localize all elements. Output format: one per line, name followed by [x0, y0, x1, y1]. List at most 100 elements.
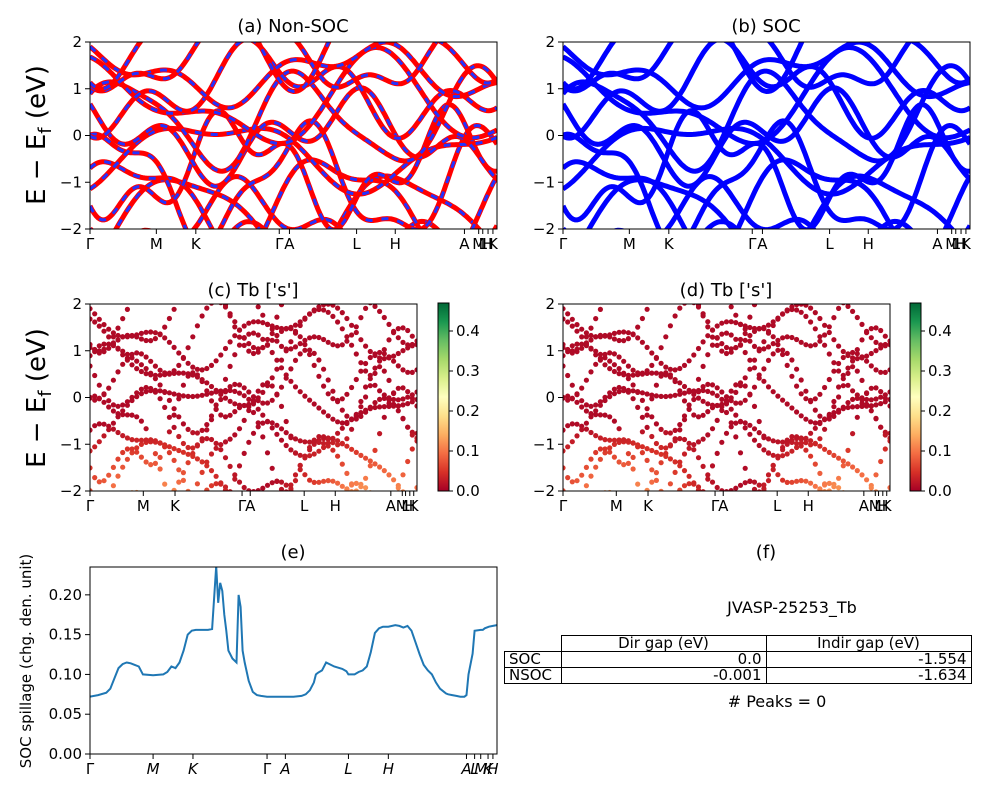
projection-point: [780, 335, 786, 341]
projection-point: [96, 343, 102, 349]
projection-point: [845, 370, 851, 376]
projection-point: [335, 480, 341, 486]
projection-point: [765, 328, 772, 334]
projection-point: [386, 403, 392, 409]
projection-point: [199, 459, 205, 465]
projection-point: [583, 420, 590, 426]
gap-table-cell: -0.001: [560, 667, 767, 684]
projection-point: [733, 420, 739, 426]
projection-point: [681, 451, 688, 457]
projection-point: [278, 304, 285, 308]
projection-point: [372, 304, 378, 309]
projection-point: [765, 478, 772, 484]
projection-point: [377, 308, 383, 314]
projection-point: [826, 449, 832, 455]
projection-point: [171, 424, 177, 430]
projection-point: [330, 416, 336, 422]
projection-point: [250, 409, 257, 416]
projection-point: [236, 463, 243, 469]
projection-point: [728, 319, 734, 325]
projection-point: [92, 444, 98, 450]
projection-point: [563, 427, 566, 433]
projection-point: [307, 351, 313, 358]
projection-point: [363, 455, 369, 461]
x-tick-label: Γ: [86, 760, 95, 778]
projection-point: [199, 436, 205, 442]
projection-point: [344, 486, 350, 491]
y-tick-label: 1: [72, 342, 82, 360]
projection-point: [386, 472, 392, 478]
projection-point: [204, 487, 210, 491]
projection-point: [812, 483, 818, 489]
projection-point: [770, 341, 776, 347]
projection-point: [709, 334, 716, 340]
projection-point: [246, 348, 252, 354]
projection-point: [611, 368, 618, 375]
projection-point: [241, 385, 247, 391]
projection-point: [232, 409, 238, 415]
projection-point: [349, 426, 355, 432]
projection-point: [232, 472, 238, 478]
projection-point: [854, 351, 860, 357]
projection-point: [391, 358, 397, 364]
projection-point: [208, 413, 215, 419]
projection-point: [770, 334, 776, 340]
projection-point: [831, 315, 837, 321]
projection-point: [204, 463, 210, 469]
projection-point: [882, 369, 888, 375]
projection-point: [208, 417, 215, 423]
projection-point: [185, 426, 191, 432]
projection-point: [593, 433, 599, 439]
projection-point: [311, 479, 317, 485]
projection-point: [204, 422, 210, 428]
projection-point: [784, 362, 790, 368]
projection-point: [311, 362, 317, 368]
projection-point: [349, 489, 355, 491]
projection-point: [658, 444, 664, 451]
projection-point: [836, 384, 842, 390]
projection-point: [677, 365, 683, 372]
projection-point: [354, 492, 359, 497]
projection-point: [190, 445, 196, 451]
projection-point: [344, 413, 350, 419]
projection-point: [227, 436, 233, 442]
projection-point: [377, 355, 383, 361]
projection-point: [222, 455, 229, 461]
projection-point: [297, 452, 303, 458]
projection-point: [232, 381, 238, 387]
projection-point: [803, 388, 809, 394]
projection-point: [751, 365, 758, 371]
projection-point: [625, 389, 632, 395]
projection-point: [124, 412, 130, 418]
projection-point: [367, 354, 373, 361]
projection-point: [101, 399, 107, 405]
projection-point: [873, 385, 879, 391]
projection-point: [208, 390, 215, 396]
projection-point: [368, 497, 373, 502]
projection-point: [166, 429, 172, 435]
projection-point: [358, 410, 364, 416]
projection-point: [579, 472, 585, 478]
projection-point: [761, 366, 767, 372]
projection-point: [143, 354, 149, 360]
projection-point: [171, 412, 177, 418]
projection-point: [194, 430, 200, 436]
projection-point: [563, 395, 566, 401]
projection-point: [250, 394, 257, 400]
projection-point: [611, 418, 618, 424]
projection-point: [400, 298, 405, 303]
projection-point: [110, 420, 116, 426]
x-tick-label: L: [479, 235, 488, 253]
projection-point: [255, 395, 261, 401]
projection-point: [120, 316, 126, 322]
projection-point: [709, 342, 716, 348]
projection-point: [302, 315, 308, 321]
projection-point: [663, 393, 669, 400]
projection-point: [90, 427, 93, 433]
projection-point: [115, 473, 121, 479]
projection-point: [339, 441, 345, 447]
projection-point: [794, 366, 800, 372]
projection-point: [621, 338, 627, 344]
projection-point: [358, 413, 364, 419]
projection-point: [770, 467, 776, 473]
